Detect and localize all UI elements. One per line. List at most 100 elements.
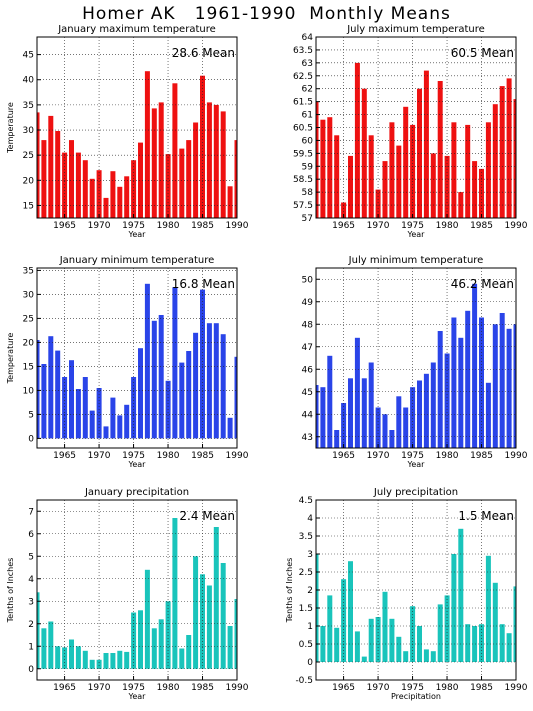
bar (131, 160, 137, 218)
bar (437, 81, 443, 218)
x-tick-label: 1975 (122, 221, 145, 231)
bar (506, 633, 512, 662)
bar (82, 160, 88, 218)
bar (354, 631, 360, 662)
y-axis-label: Temperature (6, 102, 15, 154)
x-tick-label: 1985 (470, 451, 493, 461)
mean-label: 2.4 Mean (179, 509, 235, 523)
bar (320, 387, 326, 448)
bar (492, 104, 498, 218)
bar (62, 377, 68, 439)
bar (89, 410, 95, 439)
bar (186, 351, 192, 439)
x-tick-label: 1985 (470, 683, 493, 693)
y-axis-label: Tenths of Inches (6, 558, 15, 624)
x-tick-label: 1980 (157, 451, 180, 461)
bar (499, 624, 505, 662)
bar (396, 145, 402, 218)
y-tick-label: 50 (302, 275, 314, 285)
y-tick-label: 15 (23, 201, 34, 211)
bar (389, 430, 395, 448)
x-tick-label: 1980 (436, 221, 459, 231)
bar (41, 140, 47, 218)
bar (213, 527, 219, 669)
bar (172, 83, 178, 218)
page-title: Homer AK 1961-1990 Monthly Means (82, 4, 451, 24)
bar (165, 154, 171, 218)
bar (144, 283, 150, 439)
bar (451, 554, 457, 662)
plot-frame (36, 36, 238, 219)
bar (96, 659, 102, 669)
bar (117, 415, 123, 439)
bar (444, 595, 450, 662)
bar (341, 202, 347, 218)
x-tick-label: 1965 (53, 683, 76, 693)
bar (103, 197, 109, 218)
bar (37, 112, 40, 218)
bar (465, 624, 471, 662)
y-tick-label: 57.5 (293, 201, 313, 211)
y-tick-label: 40 (23, 76, 35, 86)
bar (506, 78, 512, 219)
y-tick-label: 0 (28, 434, 34, 444)
y-tick-label: 47 (302, 343, 313, 353)
bar (158, 619, 164, 669)
bar (117, 650, 123, 669)
y-tick-label: 57 (302, 214, 313, 224)
bar (430, 651, 436, 662)
bar (316, 385, 319, 448)
bar (193, 332, 199, 439)
bar (354, 337, 360, 449)
bar (82, 650, 88, 669)
bar (55, 646, 61, 669)
bar (103, 426, 109, 439)
y-axis-label: Tenths of Inches (285, 558, 294, 624)
bar (375, 617, 381, 662)
y-tick-label: -0.5 (295, 676, 313, 686)
x-tick-label: 1965 (332, 221, 355, 231)
bar (437, 331, 443, 448)
y-tick-label: 35 (23, 266, 34, 276)
bar (327, 355, 333, 449)
x-tick-label: 1990 (226, 221, 249, 231)
x-tick-label: 1990 (505, 221, 528, 231)
bar (172, 287, 178, 439)
bar (410, 124, 416, 218)
chart-panel-2: 57 57.5 58 58.5 59 59.5 60 60.5 61 61.5 62 62.5 63 63… (293, 24, 528, 239)
bar (341, 403, 347, 448)
y-tick-label: 4 (307, 514, 313, 524)
y-tick-label: 58.5 (293, 175, 313, 185)
y-tick-label: 25 (23, 151, 34, 161)
x-tick-label: 1980 (157, 683, 180, 693)
bar (62, 152, 68, 218)
y-tick-label: 20 (23, 338, 35, 348)
bar (451, 317, 457, 448)
y-tick-label: 5 (28, 410, 34, 420)
bar (124, 651, 130, 669)
bar (513, 324, 516, 449)
bar (96, 388, 102, 439)
bar (41, 628, 47, 669)
y-tick-label: 4 (28, 575, 34, 585)
x-tick-label: 1980 (436, 451, 459, 461)
bar (89, 178, 95, 218)
bar (75, 389, 81, 439)
bar (354, 62, 360, 219)
bar (227, 626, 233, 669)
bar (348, 155, 353, 218)
y-tick-label: 3 (307, 550, 313, 560)
x-axis-label: Year (407, 460, 426, 469)
bar (479, 624, 484, 662)
x-axis-label: Precipitation (391, 692, 441, 701)
bar (499, 86, 505, 218)
x-tick-label: 1985 (191, 451, 214, 461)
x-tick-label: 1975 (122, 451, 145, 461)
chart-panel-5: 0 1 2 3 4 5 6 7 1965 1970 1975 1980 1985 1990 January … (6, 487, 249, 701)
bar (186, 140, 192, 218)
bar (320, 119, 326, 218)
bar (62, 647, 68, 669)
y-tick-label: 1.5 (299, 604, 313, 614)
bar (437, 604, 443, 662)
bar (103, 653, 109, 669)
